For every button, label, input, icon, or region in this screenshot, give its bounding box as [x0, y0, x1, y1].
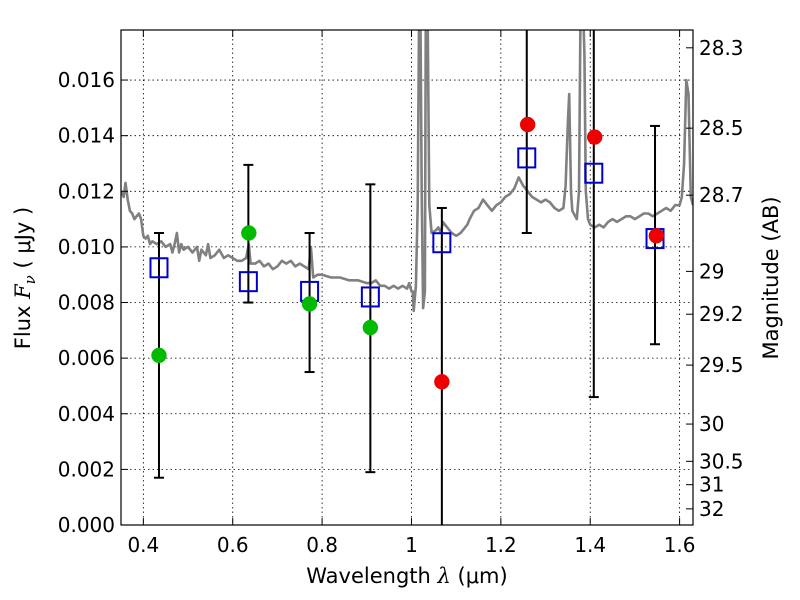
y2-tick-label: 31	[699, 473, 724, 497]
model-flux-square	[517, 147, 537, 169]
x-axis-label-symbol: λ	[437, 564, 451, 588]
model-spectrum-line	[121, 30, 693, 313]
y2-tick-label: 29	[699, 259, 724, 283]
y-tick-label: 0.016	[58, 68, 115, 92]
y2-axis-label: Magnitude (AB)	[759, 196, 783, 359]
model-flux-square	[432, 232, 452, 254]
x-tick-label: 0.6	[217, 533, 249, 557]
model-flux-square	[360, 286, 380, 308]
x-tick-label: 0.8	[306, 533, 338, 557]
y-tick-label: 0.014	[58, 124, 115, 148]
y2-tick-label: 28.5	[699, 116, 744, 140]
y-axis-label: Flux Fν ( μJy )	[11, 207, 39, 349]
model-flux-square	[238, 271, 258, 293]
observed-flux-point	[586, 129, 603, 145]
ticks: 0.4 0.6 0.8 1 1.2 1.4 1.6 0.000 0.002 0.004 0.006 0…	[58, 30, 744, 557]
x-tick-label: 1	[405, 533, 418, 557]
observed-flux-point	[241, 225, 257, 241]
plot-background	[121, 30, 693, 525]
observed-flux-point	[151, 347, 167, 364]
y-tick-label: 0.006	[58, 346, 115, 370]
plot-frame	[120, 29, 694, 526]
y2-tick-label: 28.3	[699, 36, 744, 60]
x-tick-label: 0.4	[127, 533, 159, 557]
y2-tick-label: 29.2	[699, 302, 744, 326]
y-tick-label: 0.010	[58, 235, 115, 259]
model-flux-square	[149, 257, 169, 279]
y-tick-label: 0.008	[58, 291, 115, 315]
y2-tick-label: 32	[699, 497, 724, 521]
y-tick-label: 0.012	[58, 179, 115, 203]
x-axis-label: Wavelength λ (μm)	[306, 564, 507, 588]
y2-tick-label: 30	[699, 412, 724, 436]
x-axis-label-prefix: Wavelength	[306, 564, 437, 588]
y-axis-label-units: ( μJy )	[11, 207, 35, 275]
model-flux-square	[584, 162, 604, 184]
grid	[121, 30, 693, 526]
x-tick-label: 1.4	[574, 533, 606, 557]
observed-flux-point	[434, 374, 450, 390]
y-tick-label: 0.004	[58, 402, 115, 426]
y-axis-label-prefix: Flux	[11, 299, 35, 349]
observed-flux-point	[362, 319, 379, 336]
observed-flux-point	[301, 296, 318, 312]
observed-flux-point	[648, 228, 665, 244]
y-axis-label-symbol: F	[11, 283, 35, 300]
x-tick-label: 1.6	[664, 533, 696, 557]
y-axis-label-subscript: ν	[21, 275, 39, 284]
x-tick-label: 1.2	[485, 533, 517, 557]
y2-tick-label: 28.7	[699, 183, 744, 207]
y-tick-label: 0.000	[58, 513, 115, 537]
y-tick-label: 0.002	[58, 457, 115, 481]
x-axis-label-units: (μm)	[451, 564, 508, 588]
y2-tick-label: 30.5	[699, 449, 744, 473]
y2-tick-label: 29.5	[699, 353, 744, 377]
observed-flux-point	[519, 116, 536, 133]
data-layer	[121, 30, 693, 525]
